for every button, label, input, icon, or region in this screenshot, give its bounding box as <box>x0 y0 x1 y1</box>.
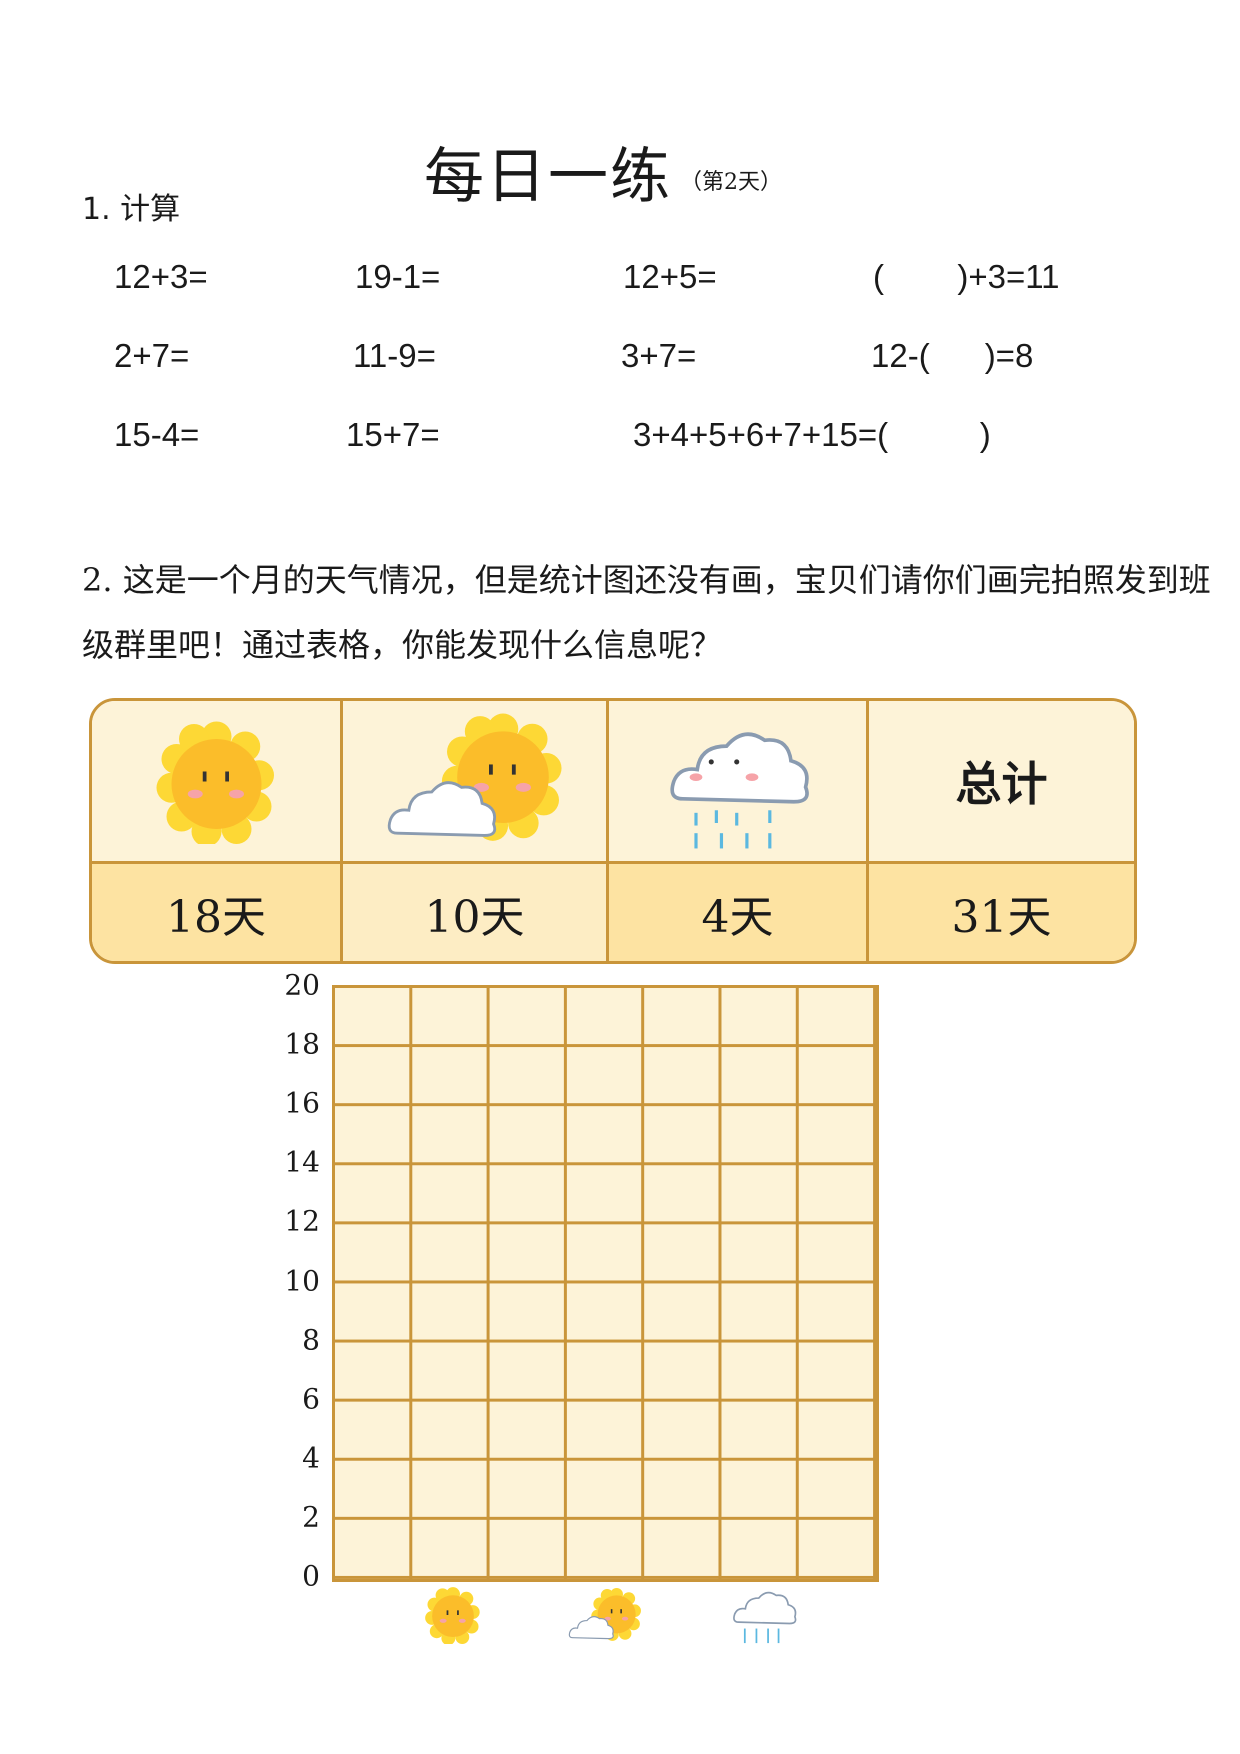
y-tick-label: 2 <box>302 1500 320 1534</box>
y-tick-label: 6 <box>302 1382 320 1416</box>
y-tick-label: 14 <box>284 1145 320 1179</box>
equation: 12+3= <box>114 258 208 295</box>
total-days: 31天 <box>869 864 1134 961</box>
equation: 3+4+5+6+7+15=( ) <box>633 416 991 453</box>
partly-cloudy-icon <box>387 713 562 841</box>
equation: 3+7= <box>621 337 697 374</box>
partly-cloudy-icon <box>568 1587 641 1641</box>
weather-table: 总计 18天 10天 4天 31天 <box>89 698 1137 964</box>
y-tick-label: 8 <box>302 1323 320 1357</box>
equation: 19-1= <box>355 258 441 295</box>
rainy-days: 4天 <box>609 864 869 961</box>
y-tick-label: 10 <box>284 1264 320 1297</box>
sun-icon <box>156 721 274 844</box>
equation: 15+7= <box>346 416 440 453</box>
header-sunny <box>92 701 343 864</box>
equation: 12-( )=8 <box>871 337 1034 374</box>
y-tick-label: 18 <box>284 1027 320 1061</box>
equation: ( )+3=11 <box>873 258 1060 295</box>
equation: 2+7= <box>114 337 190 374</box>
question-2-text: 2. 这是一个月的天气情况，但是统计图还没有画，宝贝们请你们画完拍照发到班级群里… <box>82 561 1211 664</box>
equation: 12+5= <box>623 258 717 295</box>
question-1-label: 1. 计算 <box>82 192 181 227</box>
day-subtitle: （第2天） <box>680 170 782 195</box>
y-tick-label: 16 <box>284 1086 320 1120</box>
rain-cloud-icon <box>669 732 809 849</box>
page-title: 每日一练 <box>424 142 672 212</box>
y-tick-label: 4 <box>302 1441 320 1475</box>
header-partly-cloudy <box>343 701 609 864</box>
partly-cloudy-days: 10天 <box>343 864 609 961</box>
sun-icon <box>425 1587 480 1644</box>
y-tick-label: 12 <box>284 1204 320 1238</box>
header-total: 总计 <box>869 701 1134 864</box>
y-tick-label: 20 <box>284 968 320 1002</box>
sunny-days: 18天 <box>92 864 343 961</box>
blank-bar-chart-grid[interactable] <box>332 985 879 1582</box>
equation: 15-4= <box>114 416 200 453</box>
rain-cloud-icon <box>733 1591 797 1644</box>
header-rainy <box>609 701 869 864</box>
equation: 11-9= <box>353 337 436 374</box>
y-tick-label: 0 <box>302 1559 320 1593</box>
